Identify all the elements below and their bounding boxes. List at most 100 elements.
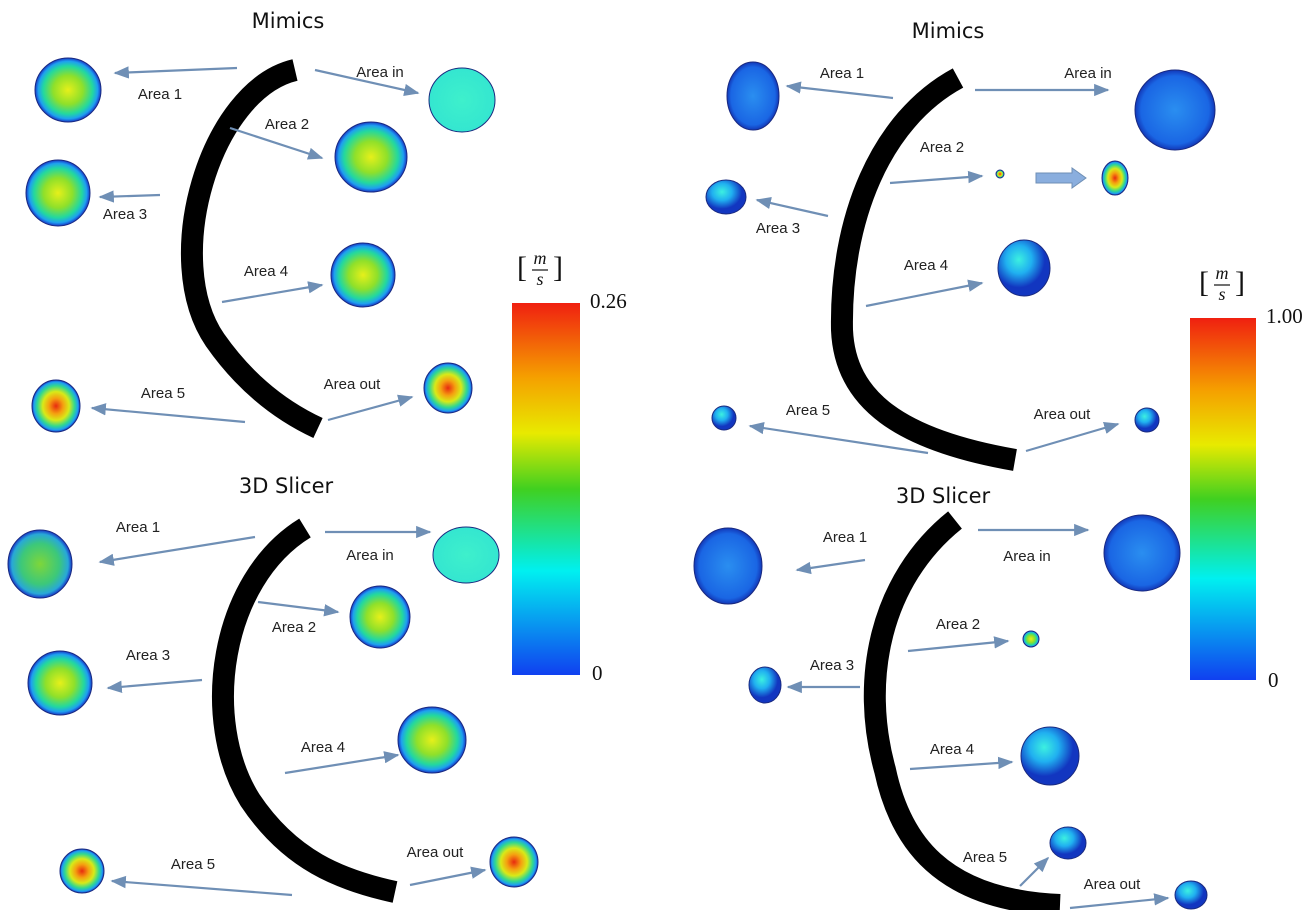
cross-section	[490, 837, 538, 887]
arrow	[100, 537, 255, 562]
cross-section	[1023, 631, 1039, 647]
arrow	[258, 602, 338, 612]
cross-section	[1104, 515, 1180, 591]
cross-section	[424, 363, 472, 413]
unit-numerator: m	[534, 248, 547, 268]
cross-section	[1050, 827, 1086, 859]
arrow	[100, 195, 160, 197]
area-label: Area 1	[820, 65, 864, 82]
arrow	[410, 870, 485, 885]
figure: Mimics Area 1 Area 2 Area 3 Area 4 Area 5 Area…	[0, 0, 1315, 910]
arrow	[787, 86, 893, 98]
arrow	[910, 762, 1012, 769]
cross-section	[398, 707, 466, 773]
area-label: Area 3	[126, 647, 170, 664]
vessel	[875, 520, 1060, 905]
cross-section	[1021, 727, 1079, 785]
area-label: Area 3	[810, 657, 854, 674]
arrow	[222, 285, 322, 302]
cross-section	[749, 667, 781, 703]
area-label: Area 2	[920, 139, 964, 156]
arrow	[328, 397, 412, 420]
area-label: Area 1	[116, 519, 160, 536]
arrow	[92, 408, 245, 422]
arrow	[108, 680, 202, 688]
cross-section	[727, 62, 779, 130]
section-title: 3D Slicer	[239, 474, 334, 498]
cross-section	[429, 68, 495, 132]
colorbar	[1190, 318, 1256, 680]
section-title: Mimics	[912, 19, 985, 43]
colorbar-min: 0	[592, 661, 603, 685]
cross-section	[8, 530, 72, 598]
arrow	[757, 200, 828, 216]
unit-denominator: s	[1218, 284, 1225, 304]
area-label: Area 3	[103, 206, 147, 223]
area-label: Area 4	[930, 741, 974, 758]
cross-section	[1135, 408, 1159, 432]
arrow	[285, 755, 398, 773]
area-label: Area 5	[963, 849, 1007, 866]
area-label: Area 4	[301, 739, 345, 756]
colorbar-min: 0	[1268, 668, 1279, 692]
area-label: Area 5	[141, 385, 185, 402]
cross-section	[998, 240, 1050, 296]
arrow	[112, 881, 292, 895]
arrow	[797, 560, 865, 570]
cross-section	[60, 849, 104, 893]
cross-section	[694, 528, 762, 604]
area-label: Area 5	[171, 856, 215, 873]
area-label: Area 3	[756, 220, 800, 237]
colorbar-max: 1.00	[1266, 304, 1303, 328]
area-label: Area 1	[823, 529, 867, 546]
unit-bracket: [	[1199, 266, 1209, 299]
unit-denominator: s	[536, 269, 543, 289]
fat-arrow	[1036, 168, 1086, 188]
area-label: Area out	[324, 376, 382, 393]
area-label: Area in	[346, 547, 394, 564]
area-label: Area 2	[265, 116, 309, 133]
area-label: Area 1	[138, 86, 182, 103]
area-label: Area 2	[936, 616, 980, 633]
arrow	[890, 176, 982, 183]
cross-section	[35, 58, 101, 122]
arrow	[908, 641, 1008, 651]
cross-section	[32, 380, 80, 432]
area-label: Area 4	[244, 263, 288, 280]
area-label: Area in	[1064, 65, 1112, 82]
cross-section	[712, 406, 736, 430]
cross-section	[1102, 161, 1128, 195]
section-title: Mimics	[252, 9, 325, 33]
section-title: 3D Slicer	[896, 484, 991, 508]
area-label: Area out	[1084, 876, 1142, 893]
arrow	[1070, 898, 1168, 908]
area-label: Area 5	[786, 402, 830, 419]
colorbar	[512, 303, 580, 675]
area-label: Area out	[1034, 406, 1092, 423]
colorbar-max: 0.26	[590, 289, 627, 313]
cross-section	[350, 586, 410, 648]
unit-bracket: ]	[1235, 266, 1245, 299]
cross-section	[26, 160, 90, 226]
arrow	[1026, 424, 1118, 451]
area-label: Area 4	[904, 257, 948, 274]
unit-numerator: m	[1216, 263, 1229, 283]
cross-section	[996, 170, 1004, 178]
cross-section	[1135, 70, 1215, 150]
cross-section	[433, 527, 499, 583]
area-label: Area out	[407, 844, 465, 861]
cross-section	[1175, 881, 1207, 909]
unit-bracket: [	[517, 251, 527, 284]
area-label: Area in	[1003, 548, 1051, 565]
vessel	[223, 528, 395, 892]
arrow	[115, 68, 237, 73]
area-label: Area in	[356, 64, 404, 81]
cross-section	[331, 243, 395, 307]
arrow	[1020, 858, 1048, 886]
area-label: Area 2	[272, 619, 316, 636]
unit-bracket: ]	[553, 251, 563, 284]
cross-section	[706, 180, 746, 214]
cross-section	[28, 651, 92, 715]
cross-section	[335, 122, 407, 192]
arrow	[866, 283, 982, 306]
